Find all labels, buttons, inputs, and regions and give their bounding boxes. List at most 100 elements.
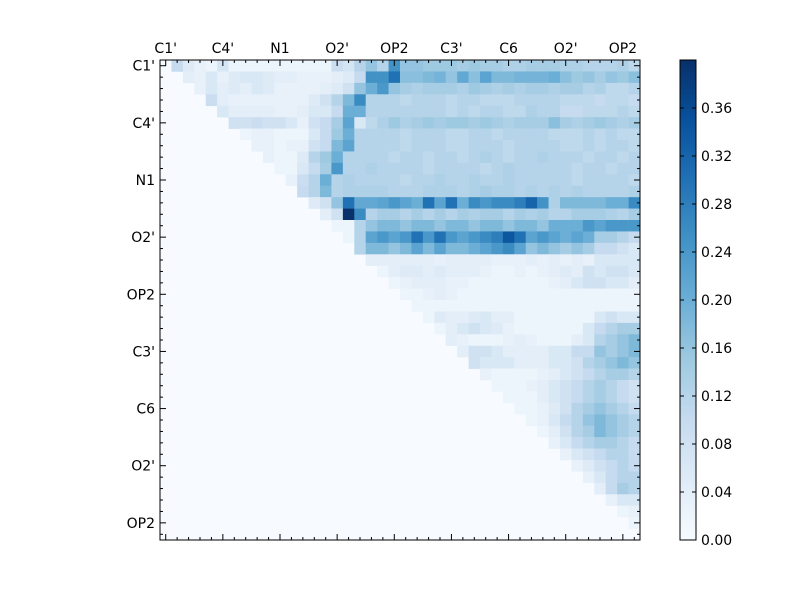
heatmap-cell <box>605 220 618 232</box>
x-tick-label: N1 <box>270 41 289 57</box>
heatmap-cell <box>388 185 401 198</box>
y-tick-label: C1' <box>132 59 155 75</box>
colorbar-tick-label: 0.28 <box>701 197 732 213</box>
heatmap-cell <box>480 208 492 221</box>
heatmap-cell <box>502 391 515 404</box>
heatmap-cell <box>400 208 412 221</box>
heatmap-cell <box>571 162 584 175</box>
heatmap-cell <box>617 460 629 472</box>
heatmap-cell <box>354 242 367 255</box>
heatmap-cell <box>445 105 458 118</box>
heatmap-cell <box>582 174 595 187</box>
heatmap-cell <box>617 334 629 347</box>
heatmap-cell <box>537 117 549 129</box>
heatmap-cell <box>320 71 332 84</box>
heatmap-cell <box>514 334 527 347</box>
heatmap-cell <box>571 368 584 381</box>
heatmap-cell <box>514 128 527 141</box>
heatmap-cell <box>582 460 595 472</box>
heatmap-cell <box>617 277 629 289</box>
heatmap-cell <box>571 311 584 324</box>
heatmap-cell <box>365 82 378 95</box>
heatmap-cell <box>525 197 538 209</box>
heatmap-cell <box>468 174 481 187</box>
heatmap-cell <box>320 185 332 198</box>
heatmap-cell <box>605 460 618 472</box>
heatmap-cell <box>537 300 549 312</box>
heatmap-cell <box>365 208 378 221</box>
heatmap-cell <box>400 117 412 129</box>
heatmap-cell <box>468 311 481 324</box>
heatmap-cell <box>594 242 607 255</box>
heatmap-cell <box>445 288 458 301</box>
heatmap-cell <box>251 140 264 152</box>
heatmap-cell <box>434 242 447 255</box>
heatmap-cell <box>308 197 321 209</box>
heatmap-cell <box>377 105 389 118</box>
heatmap-cell <box>251 60 264 72</box>
heatmap-cell <box>605 368 618 381</box>
heatmap-cell <box>468 265 481 278</box>
heatmap-cell <box>605 391 618 404</box>
heatmap-cell <box>605 345 618 358</box>
heatmap-cell <box>605 494 618 507</box>
heatmap-cell <box>537 391 549 404</box>
heatmap-cell <box>480 174 492 187</box>
heatmap-cell <box>594 368 607 381</box>
heatmap-cell <box>548 117 561 129</box>
heatmap-cell <box>582 254 595 267</box>
heatmap-cell <box>525 94 538 107</box>
heatmap-cell <box>251 128 264 141</box>
heatmap-cell <box>297 162 309 175</box>
heatmap-cell <box>308 174 321 187</box>
heatmap-cell <box>445 94 458 107</box>
heatmap-cell <box>365 162 378 175</box>
heatmap-cell <box>571 128 584 141</box>
heatmap-cell <box>274 140 287 152</box>
heatmap-cell <box>537 254 549 267</box>
heatmap-cell <box>628 368 641 381</box>
heatmap-cell <box>422 288 435 301</box>
heatmap-cell <box>400 94 412 107</box>
heatmap-cell <box>525 140 538 152</box>
heatmap-cell <box>628 254 641 267</box>
heatmap-cell <box>491 185 504 198</box>
y-tick-label: OP2 <box>127 516 155 532</box>
heatmap-cell <box>228 117 241 129</box>
heatmap-cell <box>514 311 527 324</box>
heatmap-cell <box>217 94 229 107</box>
heatmap-cell <box>594 208 607 221</box>
heatmap-cell <box>502 105 515 118</box>
heatmap-cell <box>468 288 481 301</box>
heatmap-cell <box>342 128 355 141</box>
heatmap-cell <box>605 71 618 84</box>
heatmap-cell <box>560 288 572 301</box>
heatmap-cell <box>388 174 401 187</box>
heatmap-cell <box>422 300 435 312</box>
heatmap-cell <box>320 60 332 72</box>
heatmap-cell <box>594 402 607 415</box>
heatmap-cell <box>457 94 469 107</box>
heatmap-cell <box>628 140 641 152</box>
heatmap-cell <box>628 391 641 404</box>
heatmap-cell <box>605 448 618 461</box>
heatmap-cell <box>537 334 549 347</box>
heatmap-cell <box>628 437 641 449</box>
heatmap-cell <box>560 357 572 369</box>
heatmap-cell <box>617 288 629 301</box>
heatmap-cell <box>594 277 607 289</box>
heatmap-cell <box>537 140 549 152</box>
heatmap-cell <box>594 437 607 449</box>
heatmap-cell <box>457 174 469 187</box>
heatmap-cell <box>457 311 469 324</box>
heatmap-cell <box>605 197 618 209</box>
heatmap-cell <box>560 345 572 358</box>
heatmap-cell <box>582 117 595 129</box>
heatmap-cell <box>434 197 447 209</box>
heatmap-cell <box>228 94 241 107</box>
heatmap-cell <box>617 151 629 164</box>
heatmap-cell <box>571 71 584 84</box>
heatmap-cell <box>582 231 595 244</box>
heatmap-cell <box>560 277 572 289</box>
heatmap-cell <box>297 140 309 152</box>
